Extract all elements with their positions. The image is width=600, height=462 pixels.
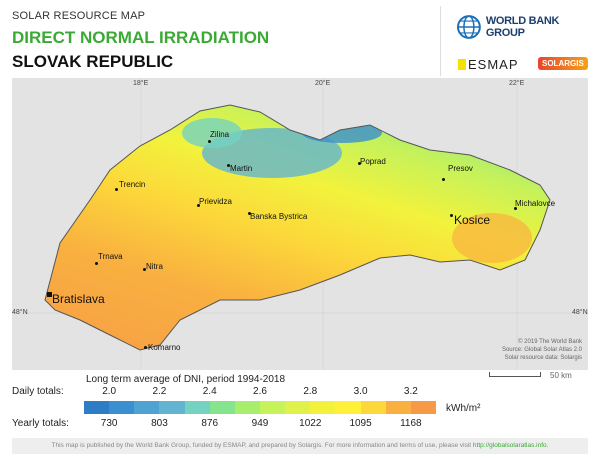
- legend-swatch: [159, 401, 185, 414]
- credit-line: Source: Global Solar Atlas 2.0: [501, 347, 582, 353]
- legend-swatch: [209, 401, 235, 414]
- scale-label: 50 km: [550, 371, 572, 380]
- graticule-label: 48°N: [12, 309, 28, 316]
- yearly-tick-label: 1168: [400, 418, 422, 429]
- city-label: Presov: [448, 164, 473, 173]
- globe-icon: [456, 15, 481, 39]
- graticule-label: 48°N: [572, 309, 588, 316]
- daily-tick-label: 2.6: [253, 386, 267, 397]
- daily-tick-label: 3.0: [353, 386, 368, 397]
- legend-color-bar: [84, 401, 436, 414]
- legend-swatch: [259, 401, 286, 414]
- dni-map: [12, 78, 588, 370]
- yearly-tick-label: 1095: [349, 418, 372, 429]
- legend-swatch: [285, 401, 311, 414]
- map-area[interactable]: 18°E 20°E 22°E 48°N 48°N Zilina Martin P…: [12, 78, 588, 370]
- legend-swatch: [184, 401, 210, 414]
- city-label: Nitra: [146, 262, 163, 271]
- daily-ticks: 2.0 2.2 2.4 2.6 2.8 3.0 3.2: [84, 386, 436, 398]
- map-supertitle: SOLAR RESOURCE MAP: [12, 10, 146, 22]
- graticule-label: 20°E: [315, 80, 331, 87]
- graticule-label: 18°E: [133, 80, 149, 87]
- wbg-logo-text: WORLD BANK GROUP: [485, 15, 560, 39]
- yearly-tick-label: 876: [201, 418, 219, 429]
- daily-totals-label: Daily totals:: [12, 386, 64, 397]
- esmap-text: ESMAP: [468, 57, 519, 72]
- yearly-tick-label: 1022: [299, 418, 322, 429]
- legend-swatch: [410, 401, 436, 414]
- legend-swatch: [310, 401, 336, 414]
- divider: [440, 6, 441, 76]
- city-label: Martin: [230, 164, 253, 173]
- credit-line: © 2019 The World Bank: [518, 339, 582, 345]
- yearly-ticks: 730 803 876 949 1022 1095 1168: [84, 418, 436, 430]
- graticule-label: 22°E: [509, 80, 525, 87]
- daily-tick-label: 2.2: [152, 386, 167, 397]
- city-label: Michalovce: [515, 199, 556, 208]
- footer-text: This map is published by the World Bank …: [51, 442, 473, 449]
- legend-swatch: [134, 401, 160, 414]
- daily-tick-label: 2.0: [102, 386, 117, 397]
- country-name: SLOVAK REPUBLIC: [12, 52, 174, 71]
- world-bank-logo: WORLD BANK GROUP: [456, 14, 600, 40]
- city-label: Zilina: [210, 130, 230, 139]
- footer-end: .: [546, 442, 549, 449]
- legend-swatch: [109, 401, 135, 414]
- legend-swatch: [360, 401, 386, 414]
- city-label: Bratislava: [52, 292, 105, 306]
- city-label: Trencin: [119, 180, 146, 189]
- footer: This map is published by the World Bank …: [12, 438, 588, 454]
- solargis-logo: SOLARGIS: [538, 57, 588, 70]
- legend-unit: kWh/m²: [446, 403, 481, 414]
- yearly-tick-label: 949: [251, 418, 269, 429]
- daily-tick-label: 2.8: [303, 386, 318, 397]
- legend-swatch: [234, 401, 260, 414]
- esmap-mark-icon: [458, 59, 466, 70]
- legend-swatch: [335, 401, 361, 414]
- city-label: Banska Bystrica: [250, 212, 308, 221]
- yearly-totals-label: Yearly totals:: [12, 418, 69, 429]
- credit-line: Solar resource data: Solargis: [504, 355, 582, 361]
- city-label: Prievidza: [199, 197, 232, 206]
- esmap-logo: ESMAP: [458, 57, 519, 72]
- map-credits: © 2019 The World Bank Source: Global Sol…: [502, 338, 582, 362]
- city-label: Kosice: [454, 213, 491, 227]
- legend-swatch: [385, 401, 411, 414]
- legend-swatch: [84, 401, 110, 414]
- atlas-link[interactable]: http://globalsolaratlas.info: [472, 442, 547, 449]
- daily-tick-label: 2.4: [202, 386, 217, 397]
- city-label: Komarno: [148, 343, 181, 352]
- yearly-tick-label: 803: [151, 418, 168, 429]
- yearly-tick-label: 730: [100, 418, 118, 429]
- city-label: Poprad: [360, 157, 386, 166]
- city-label: Trnava: [98, 252, 123, 261]
- daily-tick-label: 3.2: [403, 386, 418, 397]
- map-title: DIRECT NORMAL IRRADIATION: [12, 28, 270, 47]
- legend-title: Long term average of DNI, period 1994-20…: [86, 374, 286, 385]
- scale-bar: [489, 372, 541, 377]
